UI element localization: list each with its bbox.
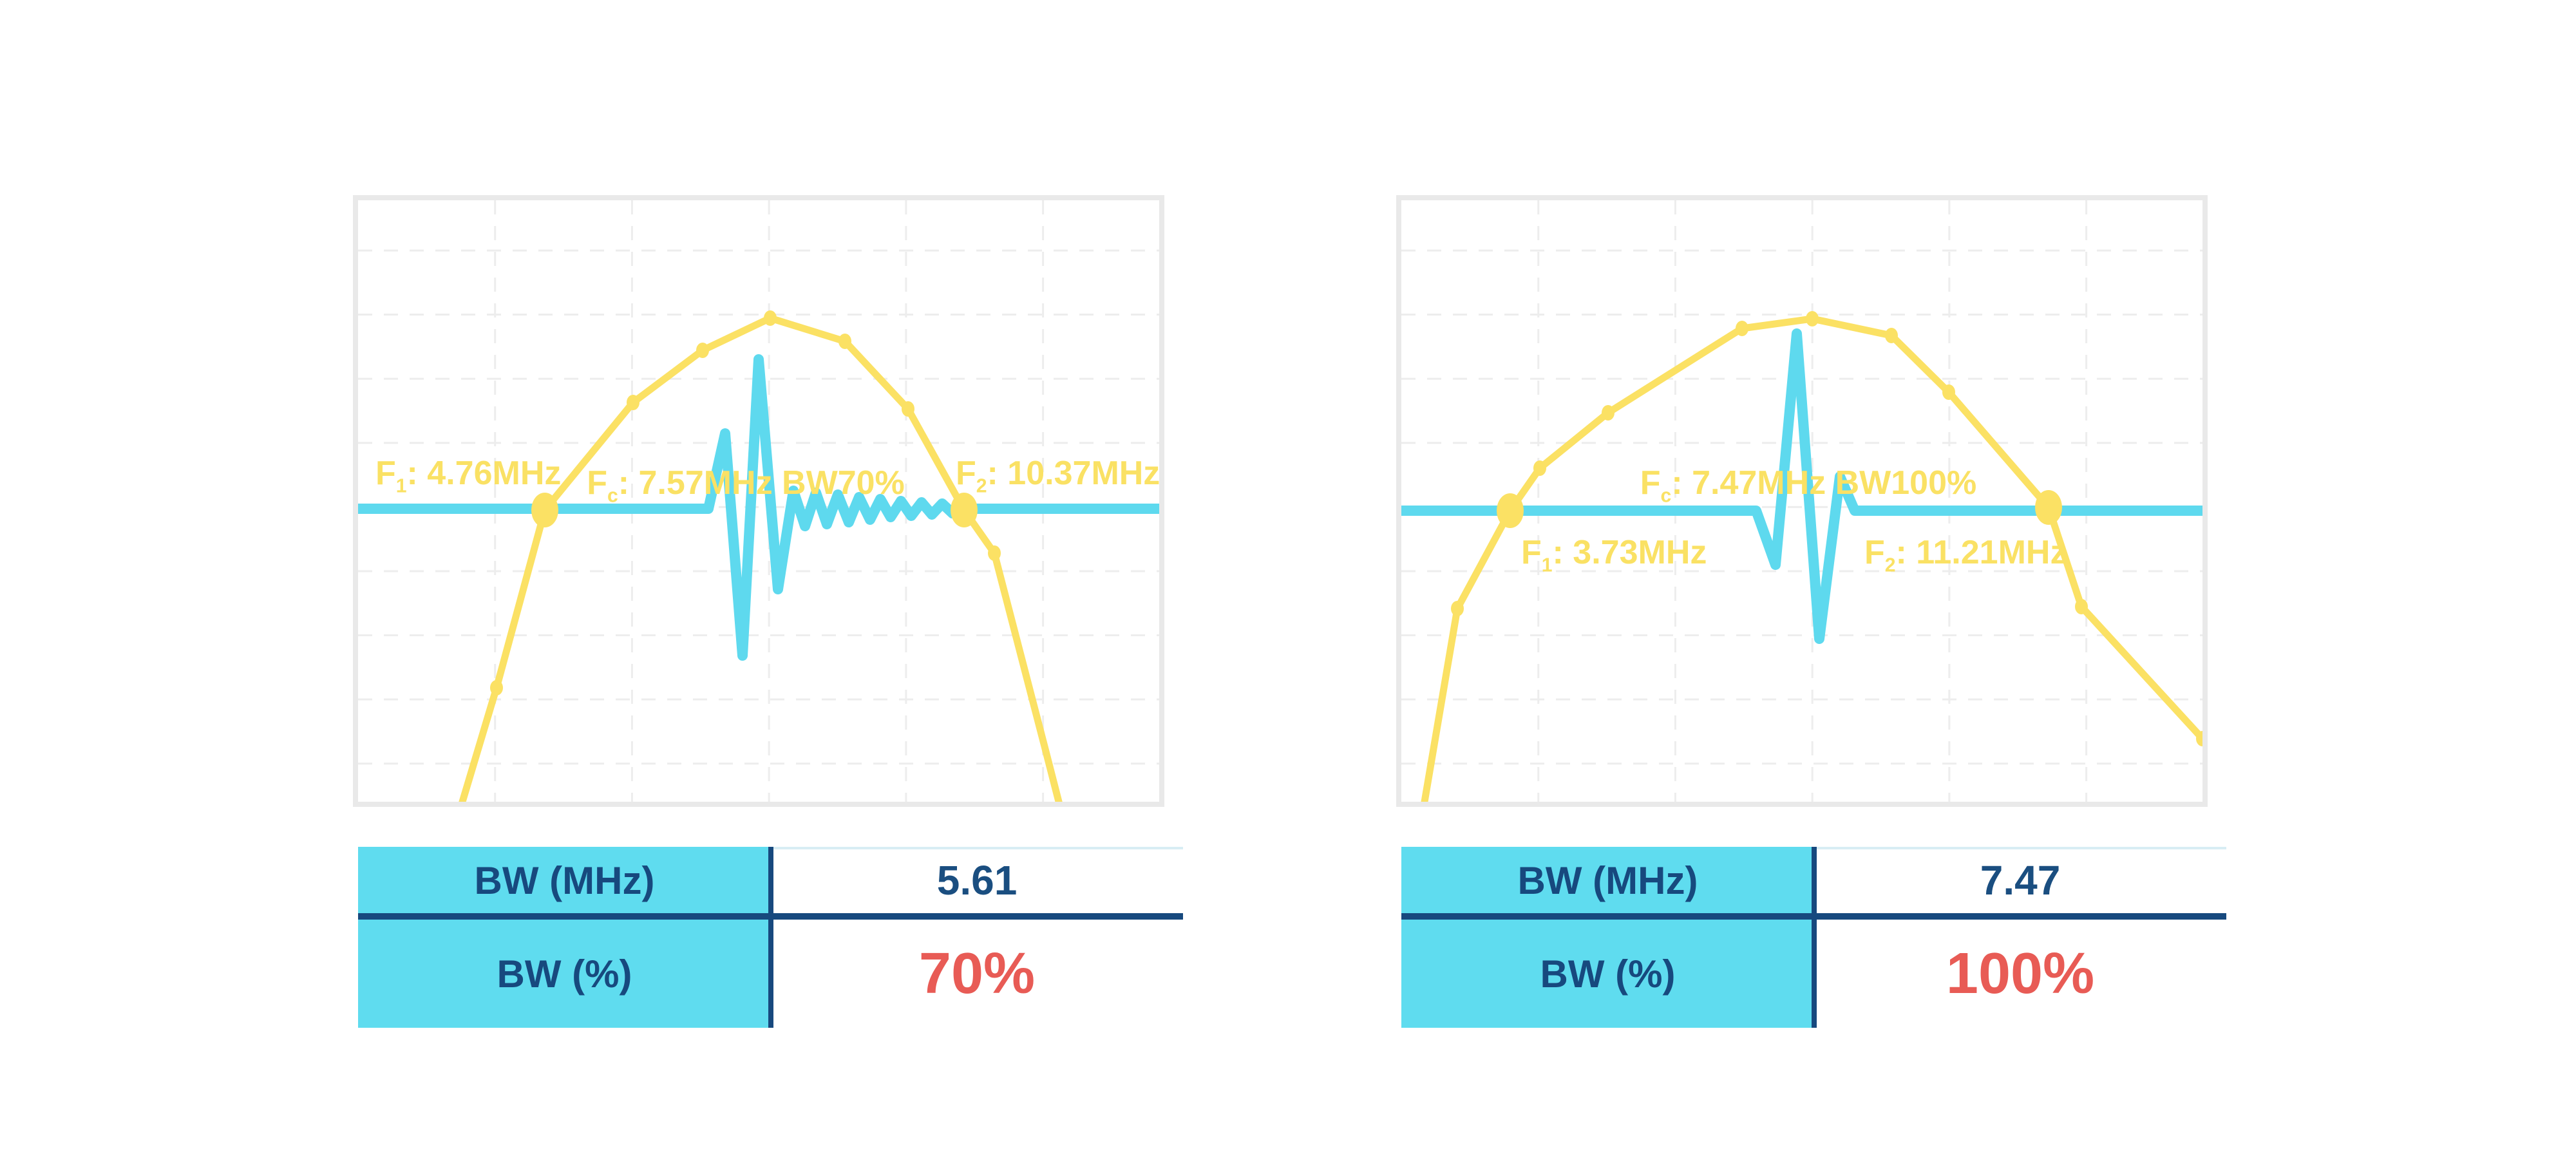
spectrum-marker	[696, 343, 709, 358]
right-table-divider-vertical	[1812, 847, 1817, 1028]
left-bw-mhz-label: BW (MHz)	[474, 858, 655, 902]
spectrum-marker	[1736, 321, 1748, 336]
left-bw-percent-value: 70%	[918, 941, 1036, 1006]
left-pulse-spectrum-plot	[358, 200, 1159, 802]
spectrum-marker	[2075, 599, 2088, 614]
right-bw-percent-value: 100%	[1946, 941, 2095, 1006]
spectrum-marker	[902, 401, 914, 417]
spectrum-marker	[1533, 460, 1546, 476]
right-pulse-spectrum-plot	[1401, 200, 2202, 802]
spectrum-bandwidth-marker	[531, 493, 558, 527]
spectrum-bandwidth-marker	[1497, 493, 1524, 528]
left-plot-area: Fc: 7.57MHz BW70% F1: 4.76MHz F2: 10.37M…	[353, 195, 1164, 807]
spectrum-marker	[627, 395, 639, 410]
right-bw-table: BW (MHz) BW (%) 7.47 100%	[1401, 847, 2226, 1028]
right-f2-annotation: F2: 11.21MHz	[1864, 534, 2067, 576]
left-fc-annotation: Fc: 7.57MHz BW70%	[587, 464, 905, 507]
right-fc-annotation: Fc: 7.47MHz BW100%	[1640, 464, 1977, 507]
spectrum-bandwidth-marker	[951, 493, 978, 527]
right-table-top-rule	[1814, 847, 2226, 849]
spectrum-marker	[838, 334, 851, 349]
spectrum-marker	[764, 310, 777, 326]
left-table-top-rule	[771, 847, 1183, 849]
left-bw-mhz-value: 5.61	[936, 857, 1018, 903]
pulse-line	[1401, 328, 2202, 644]
spectrum-marker	[988, 545, 1001, 561]
left-bw-table: BW (MHz) BW (%) 5.61 70%	[358, 847, 1183, 1028]
spectrum-marker	[1602, 405, 1615, 421]
spectrum-bandwidth-marker	[2035, 490, 2062, 525]
spectrum-marker	[1942, 384, 1955, 400]
right-f1-annotation: F1: 3.73MHz	[1521, 534, 1707, 576]
right-bw-mhz-value: 7.47	[1980, 857, 2061, 903]
spectrum-marker	[2196, 731, 2202, 746]
right-bw-mhz-label: BW (MHz)	[1517, 858, 1698, 902]
spectrum-marker	[1451, 601, 1464, 616]
left-bw-table-header-column	[358, 847, 771, 1028]
right-plot-area: Fc: 7.47MHz BW100% F1: 3.73MHz F2: 11.21…	[1396, 195, 2208, 807]
spectrum-marker	[1885, 328, 1898, 343]
left-f2-annotation: F2: 10.37MHz	[956, 455, 1160, 497]
spectrum-marker	[1806, 311, 1819, 326]
left-bw-percent-label: BW (%)	[497, 952, 632, 996]
right-bw-table-header-column	[1401, 847, 1814, 1028]
pulse-line	[358, 354, 1159, 661]
left-f1-annotation: F1: 4.76MHz	[375, 455, 562, 497]
right-bw-percent-label: BW (%)	[1540, 952, 1676, 996]
left-table-divider-vertical	[768, 847, 773, 1028]
spectrum-marker	[490, 680, 503, 695]
